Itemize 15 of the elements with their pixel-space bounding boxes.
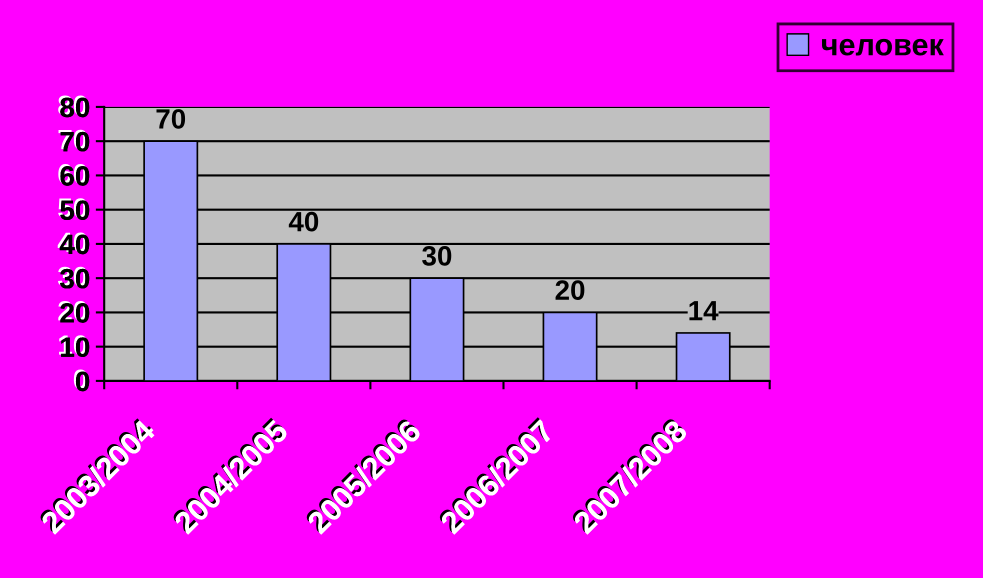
y-tick-label: 30: [58, 266, 90, 289]
y-tick-label: 20: [58, 300, 90, 323]
y-tick-label: 80: [58, 96, 90, 118]
y-tick-label: 40: [58, 232, 90, 254]
y-tick-label: 10: [59, 335, 90, 357]
legend-label: человек: [822, 38, 944, 56]
y-tick-label: 0: [74, 369, 90, 392]
y-tick-label: 50: [58, 198, 90, 220]
data-label: 14: [689, 301, 718, 320]
data-label: 40: [288, 212, 318, 232]
y-tick-label: 60: [58, 164, 90, 186]
data-label: 70: [156, 109, 186, 129]
y-tick-label: 70: [58, 130, 90, 152]
data-label: 30: [422, 246, 452, 266]
data-label: 20: [556, 280, 584, 300]
